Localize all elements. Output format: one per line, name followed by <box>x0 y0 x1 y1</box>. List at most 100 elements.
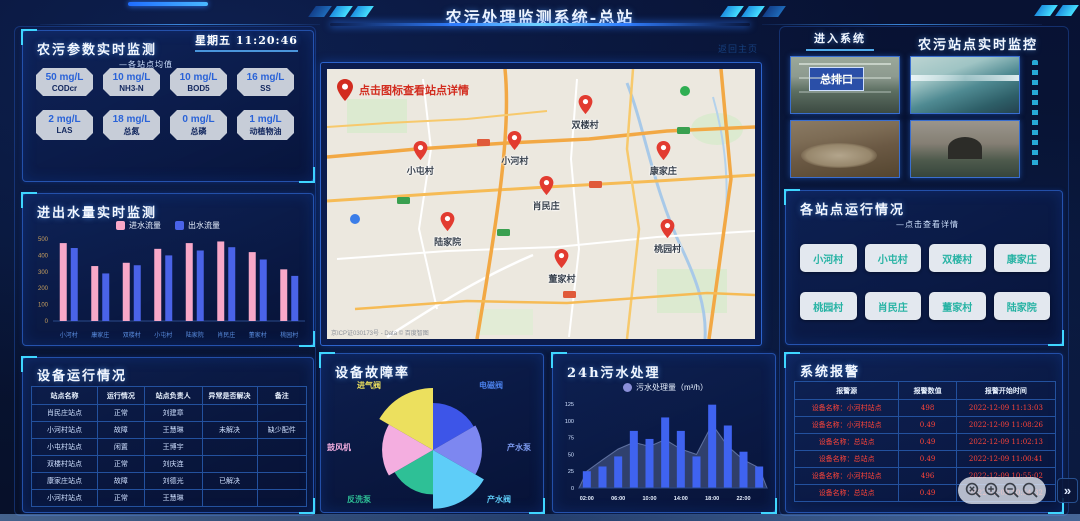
metric-label: CODcr <box>51 84 78 93</box>
alarm-cell: 设备名称：总站点 <box>793 433 900 451</box>
device-cell <box>201 438 258 456</box>
search-icon[interactable] <box>1022 482 1039 499</box>
flow-legend: 进水流量 出水流量 <box>23 220 313 231</box>
metric-label: 动植物油 <box>249 127 282 136</box>
zoom-in-icon[interactable] <box>984 482 1001 499</box>
device-cell: 小河村站点 <box>31 421 98 439</box>
metric-value: 1 mg/L <box>249 114 282 125</box>
map-pin-icon <box>507 130 522 150</box>
alarm-cell: 0.49 <box>898 433 957 451</box>
svg-text:0: 0 <box>45 319 49 325</box>
camera-feed-1[interactable]: 总排口 <box>790 56 900 114</box>
alarm-cell: 496 <box>898 467 957 485</box>
svg-text:小河村: 小河村 <box>60 331 78 339</box>
alarm-cell: 2022-12-09 11:00:41 <box>955 450 1057 468</box>
station-button-康家庄[interactable]: 康家庄 <box>993 244 1050 272</box>
device-cell: 刘建章 <box>143 404 203 422</box>
panel-fault-title: 设备故障率 <box>335 366 411 381</box>
alarm-table-row: 设备名称：总站点 0.49 2022-12-09 11:02:13 <box>793 433 1057 451</box>
metric-value: 18 mg/L <box>112 114 151 125</box>
zoom-close-icon[interactable] <box>965 482 982 499</box>
enter-system-button[interactable]: 进入系统 <box>806 30 874 51</box>
alarm-cell: 2022-12-09 11:02:13 <box>955 433 1057 451</box>
station-button-肖民庄[interactable]: 肖民庄 <box>864 292 921 320</box>
camera-feed-2[interactable] <box>910 56 1020 114</box>
alarm-col-header: 报警源 <box>793 381 900 400</box>
device-cell: 康家庄站点 <box>31 472 98 490</box>
device-cell: 小河村站点 <box>31 489 98 507</box>
device-cell <box>201 489 258 507</box>
svg-text:300: 300 <box>38 270 49 276</box>
map-marker-康家庄[interactable]: 康家庄 <box>650 140 677 177</box>
device-cell: 双楼村站点 <box>31 455 98 473</box>
metric-card: 18 mg/L 总氮 <box>103 110 160 140</box>
map[interactable]: 点击图标查看站点详情 双楼村 小河村 小屯村 康家庄 肖民庄 陆家院 董家村 桃园村 京ICP… <box>327 69 755 339</box>
metric-card: 50 mg/L CODcr <box>36 68 93 96</box>
panel-sewage: 24h污水处理 污水处理量（m³/h） 0 25 50 75 100 125 02:00 06… <box>551 352 777 514</box>
svg-text:肖民庄: 肖民庄 <box>217 331 235 339</box>
metric-value: 10 mg/L <box>179 72 218 83</box>
sewage-legend-label: 污水处理量（m³/h） <box>636 383 708 392</box>
device-cell: 正常 <box>97 455 145 473</box>
map-marker-label: 小河村 <box>501 155 529 166</box>
map-pin-icon <box>337 79 353 101</box>
metric-value: 50 mg/L <box>45 72 84 83</box>
metric-label: SS <box>260 84 271 93</box>
fault-slice-label: 反洗泵 <box>347 494 371 504</box>
station-button-桃园村[interactable]: 桃园村 <box>800 292 857 320</box>
map-pin-icon <box>539 176 554 196</box>
device-col-header: 备注 <box>256 386 307 405</box>
metric-card: 2 mg/L LAS <box>36 110 93 140</box>
map-marker-桃园村[interactable]: 桃园村 <box>654 219 681 255</box>
device-cell <box>256 438 307 456</box>
device-table-row: 肖民庄站点 正常 刘建章 <box>31 404 307 422</box>
camera-label: 总排口 <box>809 67 864 91</box>
bottom-strip <box>0 514 1080 521</box>
alarm-table-row: 设备名称：总站点 0.49 2022-12-09 11:00:41 <box>793 450 1057 468</box>
expand-panel-button[interactable]: » <box>1057 478 1078 503</box>
device-cell <box>256 489 307 507</box>
map-marker-董家村[interactable]: 董家村 <box>548 248 575 285</box>
datetime: 星期五 11:20:46 <box>195 32 298 52</box>
metric-label: 总氮 <box>123 127 140 136</box>
camera-grid: 总排口 <box>790 56 1020 178</box>
svg-text:75: 75 <box>568 436 574 442</box>
svg-text:康家庄: 康家庄 <box>91 331 109 339</box>
back-home-link[interactable]: 返回主页 <box>718 44 759 54</box>
station-button-陆家院[interactable]: 陆家院 <box>993 292 1050 320</box>
map-marker-陆家院[interactable]: 陆家院 <box>434 212 461 248</box>
zoom-out-icon[interactable] <box>1003 482 1020 499</box>
legend-swatch <box>175 221 184 230</box>
map-marker-肖民庄[interactable]: 肖民庄 <box>533 176 560 212</box>
alarm-cell: 设备名称：小河村站点 <box>793 467 900 485</box>
map-marker-小河村[interactable]: 小河村 <box>501 130 529 167</box>
alarm-cell: 2022-12-09 11:13:03 <box>955 399 1057 417</box>
camera-feed-4[interactable] <box>910 120 1020 178</box>
device-cell: 小屯村站点 <box>31 438 98 456</box>
station-button-小河村[interactable]: 小河村 <box>800 244 857 272</box>
metric-value: 16 mg/L <box>246 72 285 83</box>
camera-feed-3[interactable] <box>790 120 900 178</box>
svg-text:0: 0 <box>571 486 574 492</box>
panel-fault: 设备故障率 电磁阀 产水泵 产水阀 反洗泵 鼓风机 进气阀 <box>319 352 545 514</box>
map-roads-layer <box>327 69 755 339</box>
map-marker-小屯村[interactable]: 小屯村 <box>407 140 434 177</box>
device-cell: 缺少配件 <box>256 421 307 439</box>
device-cell: 正常 <box>97 404 145 422</box>
monitor-title: 农污站点实时监控 <box>917 38 1038 53</box>
station-button-董家村[interactable]: 董家村 <box>929 292 986 320</box>
panel-params: 农污参数实时监测 —各站点均值 <box>21 29 315 183</box>
flow-bar-chart: 0 100 200 300 400 500 小河村 康家庄 双楼村 小屯村 陆家院 肖民庄 董家村 桃园村 <box>38 237 305 339</box>
camera-deco-dashes <box>1032 60 1038 170</box>
svg-text:18:00: 18:00 <box>705 496 719 502</box>
map-marker-双楼村[interactable]: 双楼村 <box>572 94 599 131</box>
station-button-双楼村[interactable]: 双楼村 <box>929 244 986 272</box>
map-marker-label: 桃园村 <box>654 244 682 255</box>
device-cell: 肖民庄站点 <box>31 404 98 422</box>
alarm-table-row: 设备名称：小河村站点 0.49 2022-12-09 11:08:26 <box>793 416 1057 434</box>
map-pin-icon <box>656 140 671 160</box>
station-button-小屯村[interactable]: 小屯村 <box>864 244 921 272</box>
fault-slice-label: 产水阀 <box>487 494 511 504</box>
panel-alarm-title: 系统报警 <box>800 365 861 380</box>
device-cell: 闲置 <box>97 438 145 456</box>
